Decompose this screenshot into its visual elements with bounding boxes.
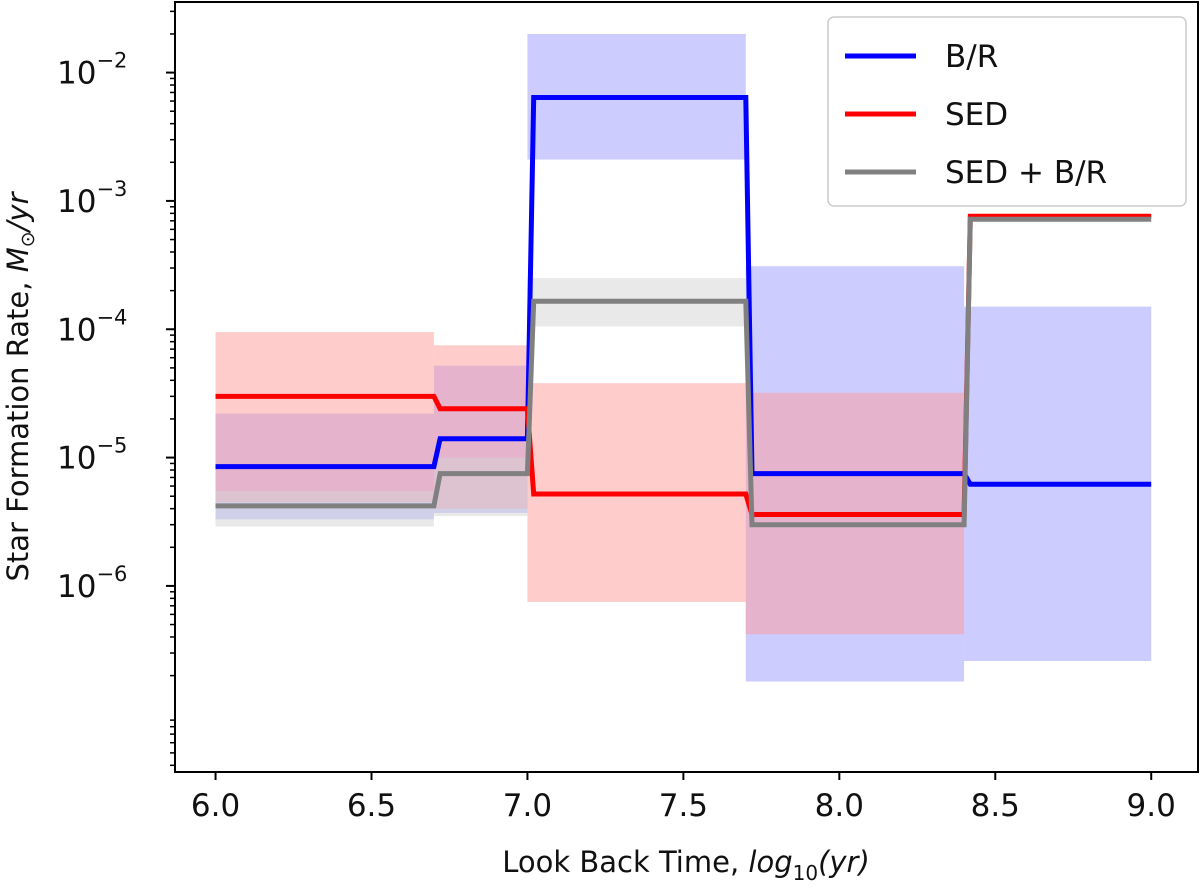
y-tick-label: 10−3: [57, 177, 127, 220]
x-axis-label: Look Back Time, log10(yr): [502, 845, 870, 885]
y-tick-label: 10−4: [57, 305, 127, 348]
x-tick-label: 6.0: [191, 788, 240, 824]
y-axis-ticks: 10−6 10−5 10−4 10−3 10−2: [57, 10, 175, 767]
x-tick-label: 8.5: [971, 788, 1020, 824]
band-sed-b-r-bin-0: [215, 490, 434, 527]
series-line-sed-b-r: [215, 216, 1152, 528]
legend-label-sed: SED: [945, 97, 1008, 133]
y-tick-label: 10−2: [57, 49, 127, 92]
band-sed-b-r-bin-1: [433, 457, 528, 517]
y-tick-label: 10−6: [57, 562, 127, 605]
band-sed-bin-0: [215, 332, 434, 503]
series-lines: [215, 95, 1152, 528]
y-tick-label: 10−5: [57, 434, 127, 477]
x-tick-label: 7.5: [659, 788, 708, 824]
x-tick-label: 8.0: [815, 788, 864, 824]
x-tick-label: 7.0: [503, 788, 552, 824]
y-axis-label: Star Formation Rate, M⊙/yr: [1, 190, 39, 581]
legend-label-br: B/R: [945, 39, 998, 75]
legend-label-sed-br: SED + B/R: [945, 155, 1107, 191]
plot-frame: [174, 1, 1199, 773]
x-tick-label: 9.0: [1127, 788, 1176, 824]
legend-box: [827, 16, 1187, 207]
x-tick-label: 6.5: [347, 788, 396, 824]
x-axis-ticks: 6.0 6.5 7.0 7.5 8.0 8.5 9.0: [191, 772, 1176, 824]
legend: B/R SED SED + B/R: [827, 16, 1187, 207]
